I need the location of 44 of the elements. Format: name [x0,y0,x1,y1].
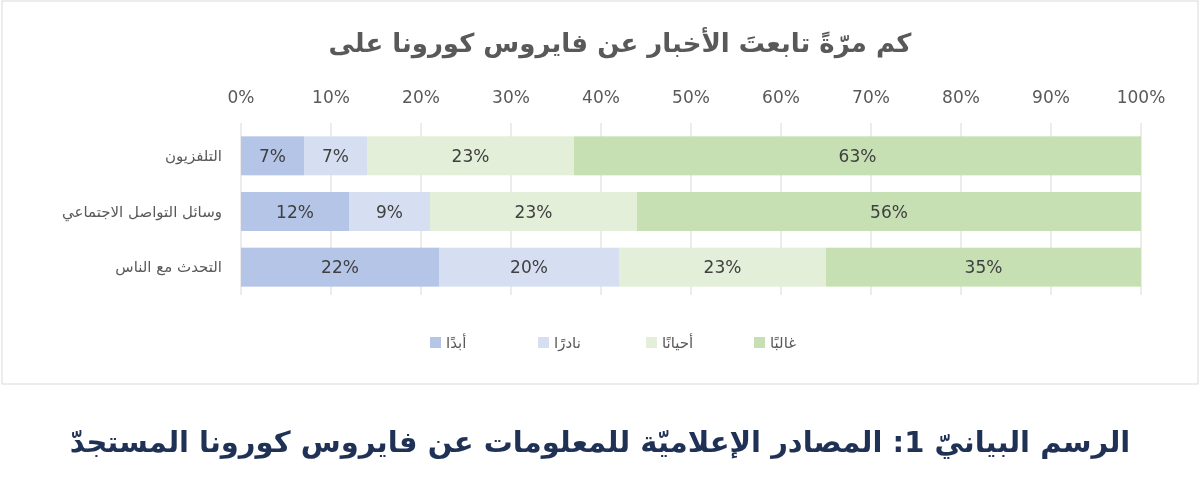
data-label: 20% [510,257,548,278]
x-tick-label: 90% [1032,87,1070,107]
bar [241,136,304,176]
y-tick-label: التحدث مع الناس [115,258,222,277]
data-label: 9% [376,201,403,222]
bar [574,136,1141,176]
bar [367,136,574,176]
data-label: 22% [321,257,359,278]
data-label: 23% [514,201,553,222]
data-label: 35% [964,257,1003,278]
x-tick-label: 50% [672,87,710,107]
bar [241,192,349,231]
legend-label: أبدًا [446,333,467,352]
legend-label: نادرًا [554,334,581,352]
bar [304,136,367,176]
x-tick-label: 80% [942,87,980,107]
bar [619,247,826,287]
x-tick-label: 0% [227,87,255,107]
legend-label: أحيانًا [662,333,694,352]
data-label: 63% [838,145,877,166]
x-tick-label: 70% [852,87,890,107]
y-tick-label: وسائل التواصل الاجتماعي [62,202,222,222]
data-label: 7% [259,145,286,166]
x-tick-label: 10% [312,87,350,107]
x-tick-label: 20% [402,87,440,107]
x-tick-label: 100% [1116,87,1166,107]
bar [439,247,619,287]
bar [349,192,430,231]
x-tick-label: 30% [492,87,530,107]
bar [826,247,1141,287]
legend-label: غالبًا [770,334,797,352]
x-tick-label: 40% [582,87,620,107]
data-label: 23% [451,145,490,166]
y-tick-label: التلفزيون [164,146,222,165]
data-label: 12% [276,201,314,222]
bar [241,247,439,287]
data-label: 7% [322,145,349,166]
data-label: 23% [703,257,742,278]
x-tick-label: 60% [762,87,800,107]
text: الرسم البيانيّ 1: المصادر الإعلاميّة للمعلومات عن فايروس كورونا المستجدّ [69,425,1131,459]
bar [430,192,637,231]
bar [637,192,1141,231]
data-label: 56% [870,201,908,222]
chart-title: كم مرّةً تابعتَ الأخبار عن فايروس كورونا على [328,27,913,59]
